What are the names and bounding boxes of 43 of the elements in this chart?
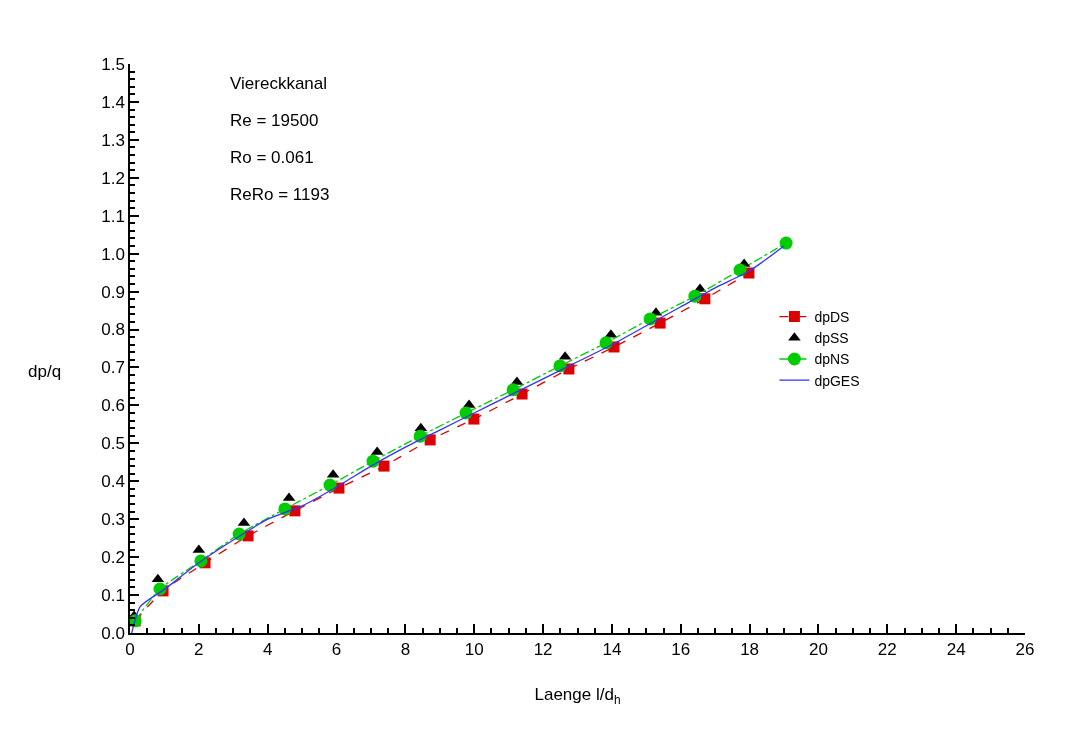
x-tick-label: 16	[671, 640, 691, 660]
y-axis-title: dp/q	[28, 362, 62, 381]
x-tick-label: 10	[464, 640, 484, 660]
legend-label: dpDS	[814, 309, 850, 326]
legend-label: dpSS	[814, 330, 849, 347]
y-tick-label: 0.7	[101, 358, 125, 378]
x-tick-label: 0	[125, 640, 135, 660]
annotation: Viereckkanal	[230, 74, 328, 93]
y-tick-label: 0.6	[101, 396, 125, 416]
y-tick-label: 0.5	[101, 434, 125, 454]
y-tick-label: 0.8	[101, 320, 125, 340]
y-tick-label: 0.0	[101, 623, 125, 643]
x-axis-title: Laenge l/d$_{h}$	[534, 685, 621, 707]
y-tick-label: 1.2	[101, 168, 125, 188]
y-tick-label: 1.1	[101, 206, 125, 226]
x-tick-label: 18	[740, 640, 760, 660]
y-tick-label: 1.0	[101, 244, 125, 264]
x-tick-label: 8	[400, 640, 411, 660]
y-tick-label: 1.4	[101, 92, 125, 112]
y-tick-label: 1.3	[101, 130, 125, 150]
x-tick-label: 12	[533, 640, 553, 660]
x-tick-label: 2	[194, 640, 204, 660]
y-tick-label: 0.9	[101, 282, 125, 302]
point	[654, 317, 666, 329]
x-tick-label: 4	[262, 640, 273, 660]
x-tick-label: 14	[602, 640, 622, 660]
annotation: ReRo = 1193	[230, 185, 330, 204]
y-tick-label: 0.1	[101, 586, 125, 606]
x-tick-label: 22	[877, 640, 897, 660]
x-tick-label: 6	[331, 640, 342, 660]
y-tick-label: 0.4	[101, 472, 125, 492]
point	[378, 460, 390, 472]
x-tick-label: 24	[946, 640, 966, 660]
y-tick-label: 1.5	[101, 54, 125, 74]
annotation: Re = 19500	[230, 111, 319, 130]
annotation: Ro = 0.061	[230, 148, 314, 167]
point	[779, 236, 793, 250]
x-tick-label: 20	[809, 640, 828, 660]
x-tick-label: 26	[1015, 640, 1035, 660]
legend-label: dpGES	[814, 372, 860, 389]
y-tick-label: 0.3	[101, 510, 125, 530]
legend-label: dpNS	[814, 351, 850, 368]
y-tick-label: 0.2	[101, 548, 125, 568]
